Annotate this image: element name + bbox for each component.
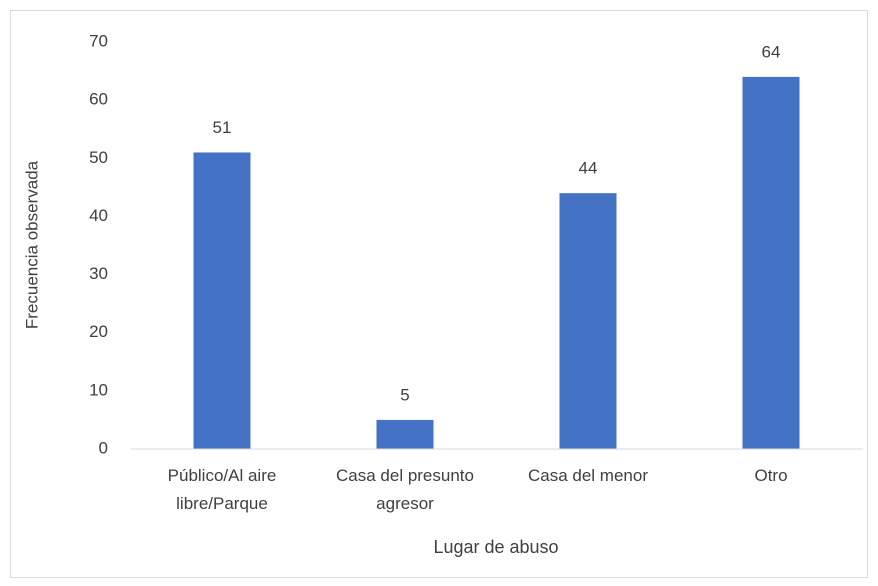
bar (376, 419, 434, 449)
y-tick-label: 10 (89, 380, 108, 399)
y-tick-label: 20 (89, 322, 108, 341)
x-tick-label: Público/Al aire libre/Parque (167, 466, 277, 513)
y-tick-label: 30 (89, 264, 108, 283)
chart-border (10, 10, 868, 578)
data-label: 64 (762, 42, 781, 61)
y-tick-label: 60 (89, 90, 108, 109)
x-tick-label-box: Casa del menor (527, 466, 648, 485)
bar (193, 152, 251, 449)
data-label: 51 (213, 118, 232, 137)
y-tick-label: 0 (99, 438, 108, 457)
x-tick-label-box: Público/Al aire libre/Parque (167, 466, 277, 513)
x-tick-label-box: Casa del presunto agresor (336, 466, 474, 513)
data-label: 44 (579, 159, 598, 178)
x-tick-label: Casa del presunto agresor (336, 466, 474, 513)
bar (742, 76, 800, 449)
x-tick-label-box: Otro (754, 466, 788, 485)
y-tick-label: 70 (89, 31, 108, 50)
x-tick-label: Casa del menor (527, 466, 648, 485)
y-tick-label: 40 (89, 206, 108, 225)
x-tick-label: Otro (754, 466, 788, 485)
data-label: 5 (400, 385, 409, 404)
y-axis-title: Frecuencia observada (22, 160, 41, 329)
bar (559, 193, 617, 449)
x-axis-title: Lugar de abuso (433, 537, 558, 557)
y-tick-label: 50 (89, 148, 108, 167)
